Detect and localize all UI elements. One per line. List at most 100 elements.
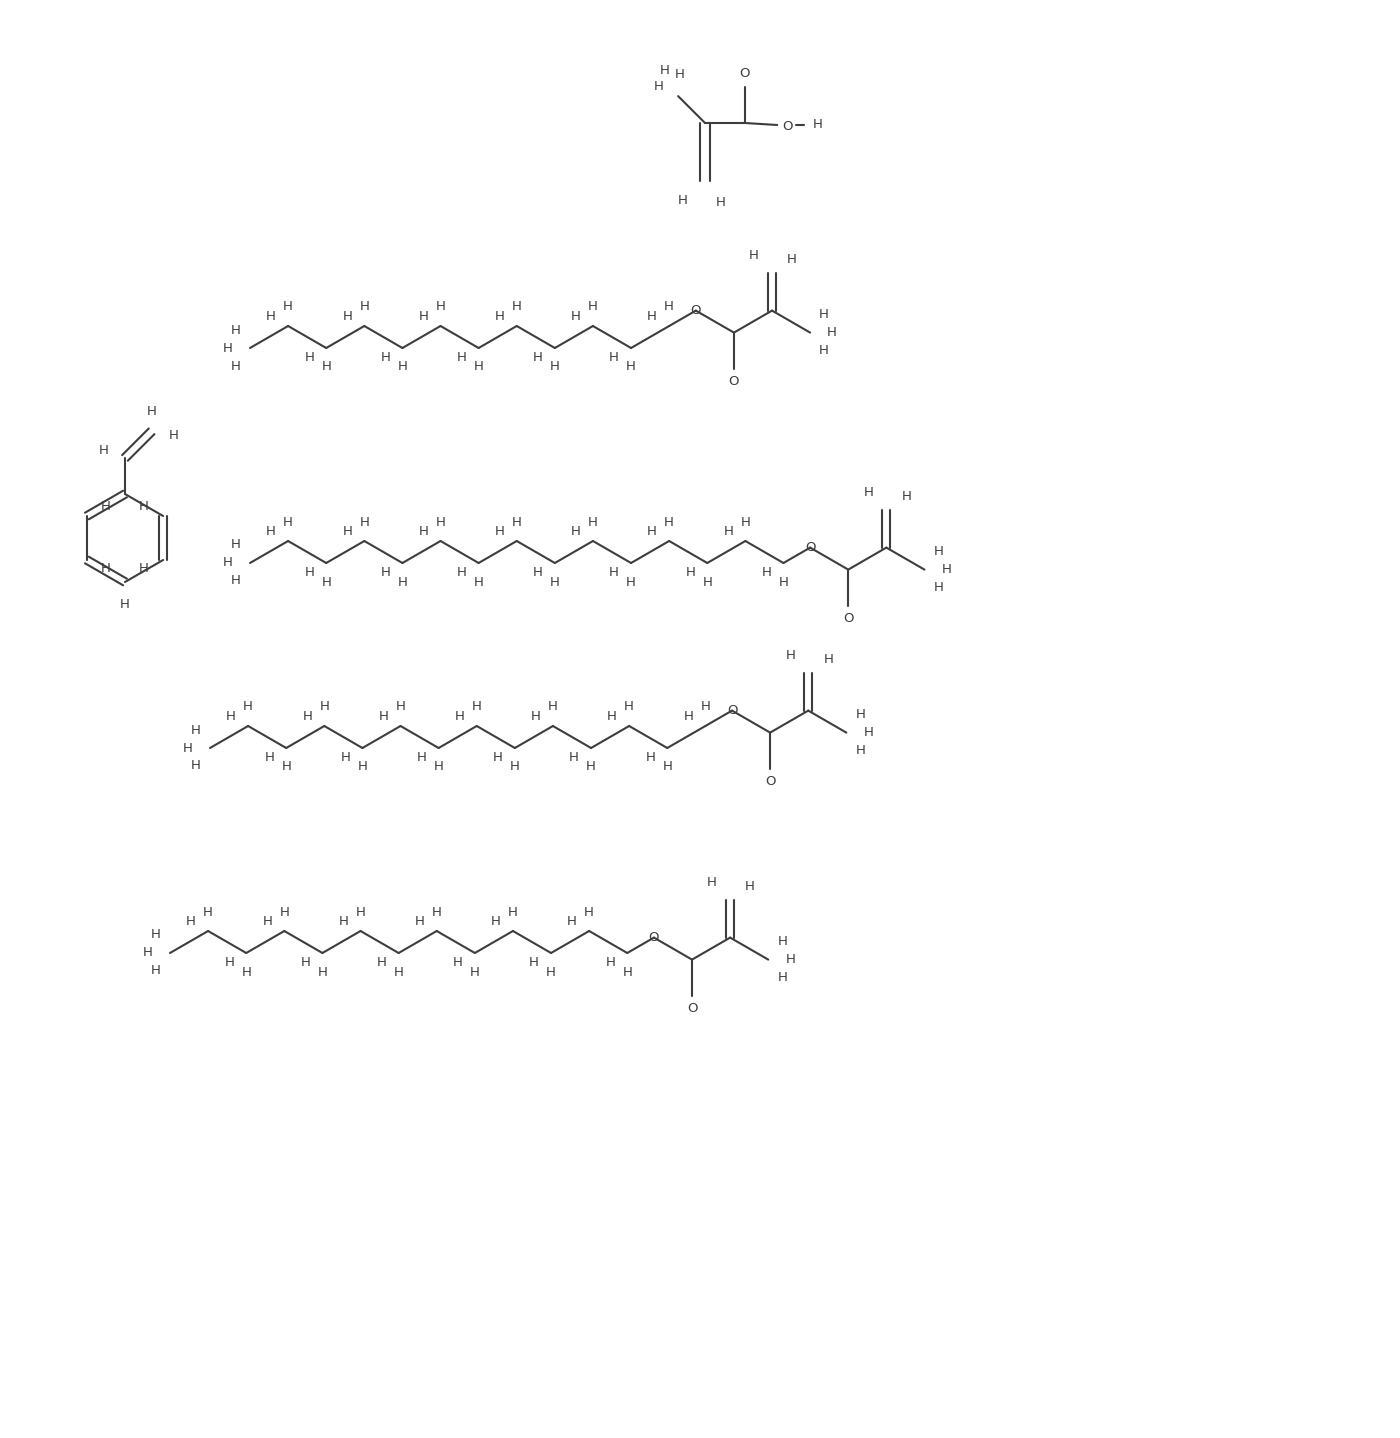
Text: H: H — [715, 197, 727, 210]
Text: H: H — [700, 700, 710, 713]
Text: H: H — [626, 575, 636, 588]
Text: H: H — [455, 710, 465, 723]
Text: H: H — [550, 361, 560, 374]
Text: H: H — [357, 761, 367, 774]
Text: H: H — [398, 575, 407, 588]
Text: H: H — [318, 965, 328, 978]
Text: H: H — [942, 564, 952, 577]
Text: H: H — [664, 301, 673, 313]
Text: H: H — [491, 915, 501, 928]
Text: H: H — [435, 515, 445, 529]
Text: H: H — [186, 915, 196, 928]
Text: H: H — [745, 880, 755, 893]
Text: H: H — [584, 906, 594, 919]
Text: H: H — [143, 946, 153, 959]
Text: H: H — [262, 915, 272, 928]
Text: H: H — [456, 351, 466, 364]
Text: H: H — [749, 249, 759, 262]
Text: H: H — [934, 545, 944, 558]
Text: H: H — [231, 575, 241, 588]
Text: H: H — [304, 567, 314, 580]
Text: H: H — [787, 253, 797, 266]
Text: H: H — [120, 598, 130, 611]
Text: H: H — [654, 79, 664, 92]
Text: H: H — [223, 341, 232, 355]
Text: H: H — [550, 575, 560, 588]
Text: H: H — [101, 562, 111, 575]
Text: H: H — [265, 751, 274, 764]
Text: H: H — [241, 965, 251, 978]
Text: H: H — [381, 567, 391, 580]
Text: H: H — [647, 525, 657, 538]
Text: H: H — [588, 301, 598, 313]
Text: H: H — [414, 915, 424, 928]
Text: H: H — [571, 311, 581, 324]
Text: O: O — [764, 775, 776, 788]
Text: O: O — [739, 68, 750, 81]
Text: H: H — [512, 515, 522, 529]
Text: H: H — [473, 575, 483, 588]
Text: H: H — [571, 525, 581, 538]
Text: H: H — [819, 308, 829, 321]
Text: O: O — [690, 303, 701, 318]
Text: H: H — [360, 515, 370, 529]
Text: H: H — [343, 311, 353, 324]
Text: H: H — [266, 525, 276, 538]
Text: H: H — [647, 311, 657, 324]
Text: O: O — [648, 930, 659, 945]
Text: H: H — [686, 567, 696, 580]
Text: H: H — [645, 751, 655, 764]
Text: H: H — [266, 311, 276, 324]
Text: O: O — [727, 705, 738, 718]
Text: H: H — [319, 700, 329, 713]
Text: H: H — [512, 301, 522, 313]
Text: H: H — [813, 118, 823, 131]
Text: H: H — [494, 525, 504, 538]
Text: H: H — [819, 344, 829, 357]
Text: H: H — [623, 965, 633, 978]
Text: H: H — [609, 351, 619, 364]
Text: H: H — [707, 876, 717, 889]
Text: H: H — [675, 68, 685, 81]
Text: H: H — [244, 700, 253, 713]
Text: O: O — [805, 541, 815, 554]
Text: H: H — [190, 759, 202, 772]
Text: H: H — [417, 751, 427, 764]
Text: H: H — [855, 707, 865, 720]
Text: O: O — [687, 1002, 697, 1015]
Text: H: H — [356, 906, 365, 919]
Text: H: H — [301, 956, 311, 969]
Text: H: H — [147, 406, 157, 418]
Text: H: H — [280, 906, 290, 919]
Text: H: H — [381, 351, 391, 364]
Text: H: H — [662, 761, 672, 774]
Text: H: H — [567, 915, 577, 928]
Text: H: H — [139, 500, 148, 513]
Text: H: H — [302, 710, 312, 723]
Text: H: H — [223, 557, 232, 569]
Text: H: H — [151, 929, 161, 942]
Text: H: H — [231, 324, 241, 336]
Text: H: H — [398, 361, 407, 374]
Text: H: H — [494, 311, 504, 324]
Text: O: O — [843, 613, 854, 626]
Text: H: H — [231, 360, 241, 372]
Text: H: H — [304, 351, 314, 364]
Text: H: H — [224, 956, 234, 969]
Text: H: H — [661, 63, 671, 76]
Text: H: H — [435, 301, 445, 313]
Text: H: H — [531, 710, 540, 723]
Text: H: H — [493, 751, 503, 764]
Text: H: H — [724, 525, 734, 538]
Text: H: H — [547, 700, 557, 713]
Text: H: H — [168, 429, 179, 441]
Text: H: H — [321, 361, 332, 374]
Text: H: H — [703, 575, 713, 588]
Text: H: H — [624, 700, 634, 713]
Text: H: H — [283, 515, 293, 529]
Text: H: H — [678, 194, 687, 207]
Text: H: H — [473, 361, 483, 374]
Text: H: H — [456, 567, 466, 580]
Text: H: H — [608, 710, 617, 723]
Text: H: H — [139, 562, 148, 575]
